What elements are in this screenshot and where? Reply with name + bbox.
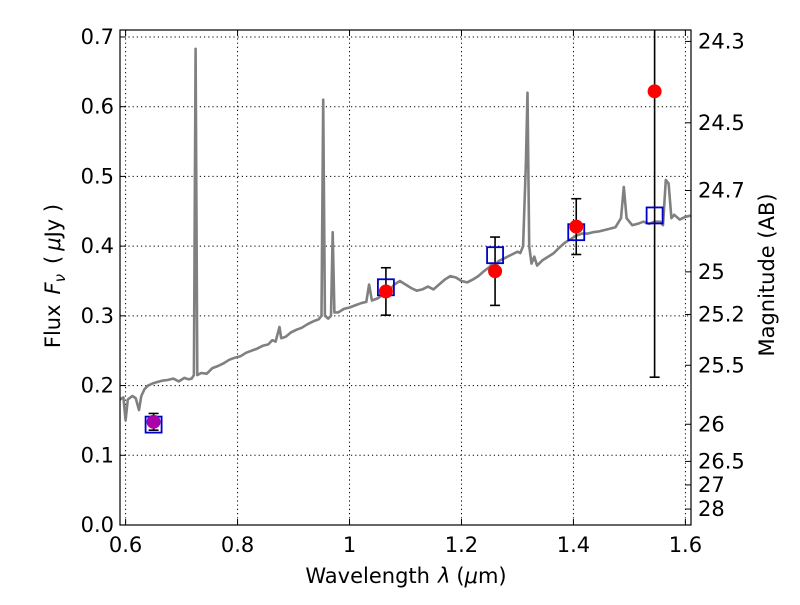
y-tick-label: 0.4 xyxy=(81,234,114,258)
magnitude-axis-label: Magnitude (AB) xyxy=(755,193,779,356)
x-tick-label: 0.8 xyxy=(221,533,254,557)
x-tick-label: 1 xyxy=(343,533,356,557)
x-tick-label: 0.6 xyxy=(109,533,142,557)
observed-flux-point xyxy=(146,414,161,429)
y-tick-label: 0.7 xyxy=(81,25,114,49)
x-tick-label: 1.6 xyxy=(669,533,702,557)
magnitude-tick-label: 24.7 xyxy=(698,178,745,202)
y-tick-label: 0.1 xyxy=(81,443,114,467)
magnitude-tick-label: 25 xyxy=(698,260,725,284)
magnitude-tick-label: 27 xyxy=(698,473,725,497)
y-axis-label: FluxFν(μJy ) xyxy=(41,204,69,348)
plot-frame xyxy=(119,29,692,526)
magnitude-tick-label: 24.3 xyxy=(698,29,745,53)
y-tick-label: 0.5 xyxy=(81,164,114,188)
y-tick-label: 0.2 xyxy=(81,374,114,398)
observed-flux-point xyxy=(378,284,393,299)
plot-area xyxy=(120,30,691,434)
magnitude-tick-label: 25.2 xyxy=(698,302,745,326)
observed-flux-point xyxy=(488,264,503,279)
magnitude-tick-label: 25.5 xyxy=(698,353,745,377)
magnitude-tick-label: 28 xyxy=(698,497,725,521)
spectrum-line xyxy=(120,47,691,422)
model-flux-square xyxy=(645,206,664,225)
model-flux-square xyxy=(486,246,504,265)
magnitude-tick-label: 26.5 xyxy=(698,449,745,473)
observed-flux-point xyxy=(569,219,584,234)
x-tick-label: 1.4 xyxy=(557,533,590,557)
x-tick-label: 1.2 xyxy=(445,533,478,557)
x-axis-label: Wavelength λ (μm) xyxy=(305,564,506,588)
y-tick-label: 0.6 xyxy=(81,95,114,119)
observed-flux-point xyxy=(647,84,662,99)
magnitude-tick-label: 24.5 xyxy=(698,111,745,135)
magnitude-tick-label: 26 xyxy=(698,412,725,436)
y-tick-label: 0.3 xyxy=(81,304,114,328)
y-tick-label: 0.0 xyxy=(81,513,114,537)
